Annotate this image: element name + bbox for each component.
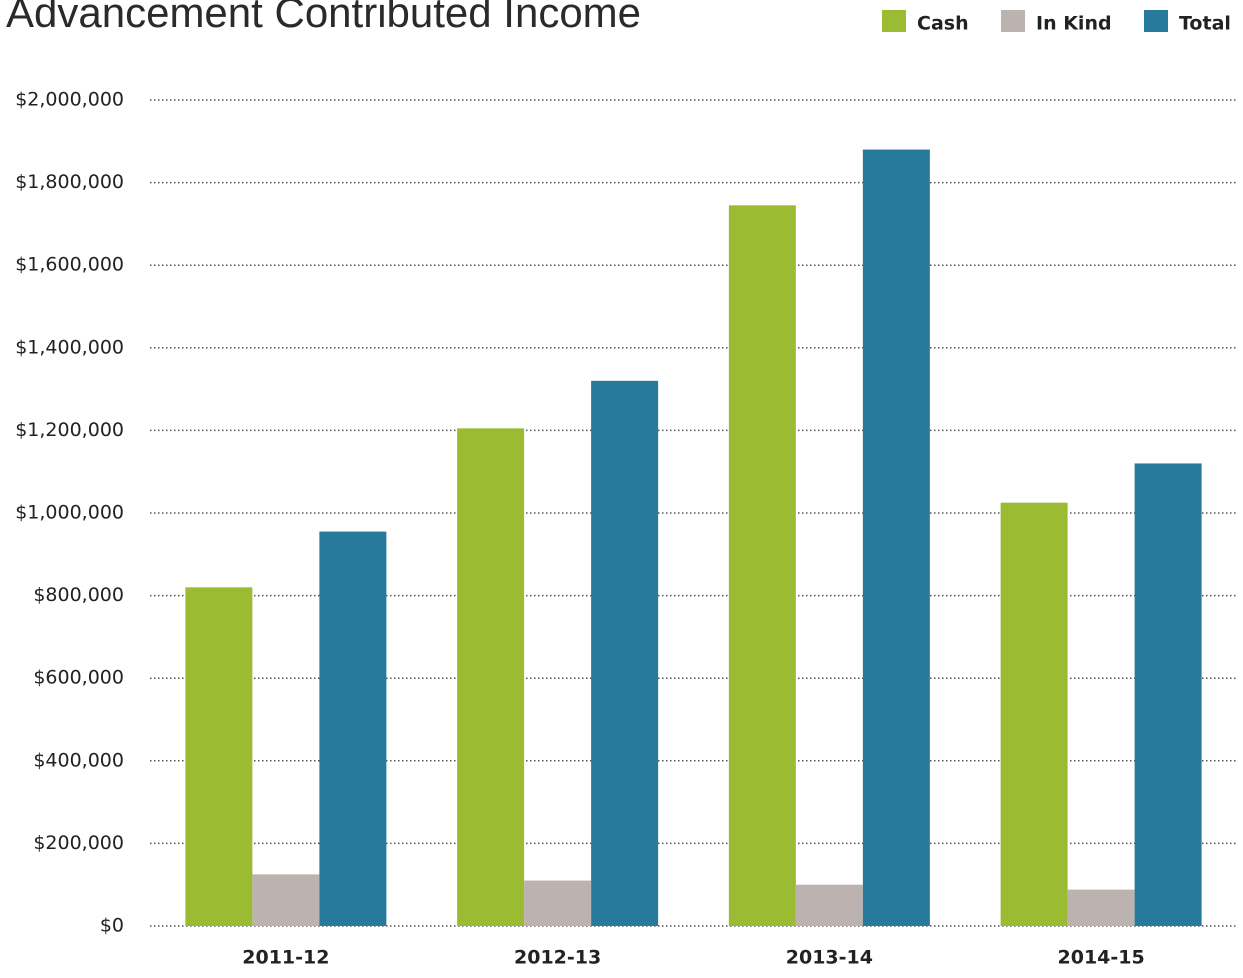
y-tick-label: $800,000 (33, 584, 124, 606)
bar (457, 428, 525, 926)
bar (728, 205, 796, 926)
legend-swatch (882, 10, 906, 32)
y-tick-label: $600,000 (33, 667, 124, 689)
bar (862, 149, 930, 926)
legend-label: Cash (917, 13, 969, 35)
y-tick-label: $2,000,000 (15, 89, 124, 111)
y-tick-label: $1,600,000 (15, 254, 124, 276)
bar (185, 587, 253, 926)
y-tick-label: $0 (100, 915, 124, 937)
bar (1000, 502, 1068, 926)
x-tick-label: 2012-13 (514, 947, 601, 969)
bar (591, 380, 659, 927)
x-tick-label: 2011-12 (242, 947, 329, 969)
legend-label: In Kind (1036, 13, 1112, 35)
legend-swatch (1001, 10, 1025, 32)
legend-label: Total (1179, 13, 1231, 35)
bar (1134, 463, 1202, 926)
y-tick-label: $1,800,000 (15, 171, 124, 193)
x-tick-label: 2014-15 (1058, 947, 1145, 969)
chart-title: Advancement Contributed Income (6, 0, 641, 36)
legend-swatch (1144, 10, 1168, 32)
y-tick-label: $1,000,000 (15, 502, 124, 524)
y-tick-label: $400,000 (33, 749, 124, 771)
bar (524, 880, 592, 926)
y-tick-label: $1,200,000 (15, 419, 124, 441)
bar (795, 884, 863, 926)
y-tick-label: $1,400,000 (15, 336, 124, 358)
bar (319, 531, 387, 926)
bar (252, 874, 320, 926)
bar (1067, 889, 1135, 926)
y-tick-label: $200,000 (33, 832, 124, 854)
x-tick-label: 2013-14 (786, 947, 873, 969)
